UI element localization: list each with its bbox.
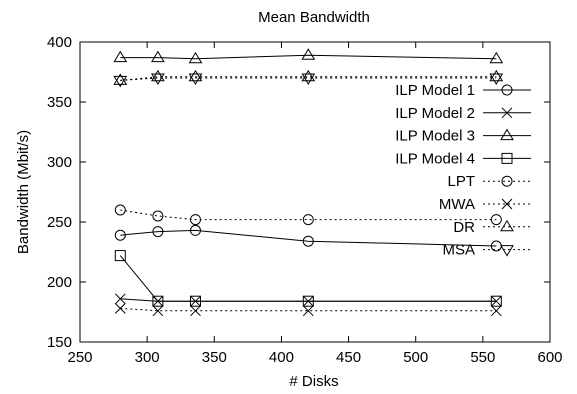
data-point (151, 69, 165, 82)
data-point (189, 224, 201, 236)
x-tick-label: 300 (135, 349, 160, 366)
data-point (489, 69, 504, 82)
x-axis: 250 300 350 400 450 500 550 600 (67, 42, 563, 366)
legend-marker (501, 107, 513, 119)
x-tick-label: 350 (202, 349, 227, 366)
legend-marker (500, 245, 514, 257)
legend-entry: MSA (442, 242, 531, 259)
y-axis: 150 200 250 300 350 400 (47, 34, 550, 351)
data-point (114, 303, 126, 314)
legend-marker (501, 175, 513, 187)
data-point (489, 51, 504, 64)
data-point (490, 214, 502, 226)
data-point (188, 69, 203, 82)
data-point (302, 214, 314, 226)
series-line (120, 209, 497, 221)
data-point (152, 295, 164, 307)
data-point (190, 305, 201, 317)
series-line (119, 255, 497, 302)
y-axis-label: Bandwidth (Mbit/s) (15, 130, 32, 254)
legend-label: MSA (442, 242, 475, 259)
y-tick-label: 150 (47, 334, 72, 351)
series-line (120, 76, 497, 81)
legend-entry: DR (453, 219, 531, 236)
y-tick-label: 200 (47, 274, 72, 291)
legend-entry: ILP Model 2 (395, 105, 531, 122)
legend-marker (500, 128, 514, 141)
y-tick-label: 250 (47, 214, 72, 231)
legend: ILP Model 1 ILP Model 2 ILP Model 3 ILP Mod… (395, 82, 531, 259)
data-point (113, 50, 128, 63)
series-1 (114, 293, 502, 307)
legend-label: ILP Model 1 (395, 82, 475, 99)
data-point (301, 48, 316, 60)
data-point (114, 293, 126, 305)
legend-entry: LPT (447, 173, 531, 190)
legend-entry: ILP Model 4 (395, 150, 531, 167)
data-point (189, 214, 201, 226)
legend-label: ILP Model 2 (395, 105, 475, 122)
data-point (302, 305, 314, 317)
series-line (120, 54, 497, 60)
series-7 (113, 73, 504, 88)
legend-marker (501, 198, 513, 210)
series-5 (114, 303, 502, 317)
data-point (490, 295, 502, 307)
series-layer (113, 48, 504, 317)
data-point (490, 295, 502, 307)
legend-label: MWA (439, 196, 475, 213)
data-point (114, 229, 126, 241)
plot-frame (79, 41, 551, 343)
legend-marker (501, 84, 513, 96)
series-line (120, 77, 497, 81)
data-point (113, 73, 128, 85)
chart-title: Mean Bandwidth (258, 9, 370, 26)
data-point (301, 69, 316, 82)
data-point (151, 50, 165, 63)
x-tick-label: 500 (403, 349, 428, 366)
series-4 (114, 204, 502, 226)
data-point (302, 235, 314, 247)
data-point (188, 51, 203, 64)
legend-label: DR (453, 219, 475, 236)
x-axis-label: # Disks (289, 373, 338, 390)
legend-label: ILP Model 4 (395, 150, 475, 167)
data-point (152, 226, 164, 238)
data-point (189, 295, 201, 307)
x-tick-label: 400 (269, 349, 294, 366)
data-point (152, 210, 164, 222)
data-point (152, 305, 164, 317)
y-tick-label: 350 (47, 94, 72, 111)
data-point (490, 305, 502, 317)
legend-marker (500, 219, 514, 232)
legend-label: ILP Model 3 (395, 128, 475, 145)
data-point (302, 295, 314, 307)
series-6 (113, 69, 504, 85)
data-point (301, 73, 316, 85)
x-tick-label: 550 (470, 349, 495, 366)
series-2 (113, 48, 504, 64)
legend-entry: MWA (439, 196, 531, 213)
x-tick-label: 450 (336, 349, 361, 366)
data-point (114, 204, 126, 216)
data-point (151, 73, 165, 85)
series-line (120, 229, 497, 247)
data-point (113, 75, 128, 88)
data-point (114, 250, 126, 262)
y-tick-label: 400 (47, 34, 72, 51)
data-point (489, 73, 504, 85)
legend-entry: ILP Model 1 (395, 82, 531, 99)
legend-label: LPT (447, 173, 475, 190)
series-3 (114, 250, 502, 307)
y-tick-label: 300 (47, 154, 72, 171)
x-tick-label: 250 (67, 349, 92, 366)
legend-entry: ILP Model 3 (395, 128, 531, 145)
data-point (188, 73, 203, 85)
legend-marker (501, 152, 513, 164)
x-tick-label: 600 (537, 349, 562, 366)
